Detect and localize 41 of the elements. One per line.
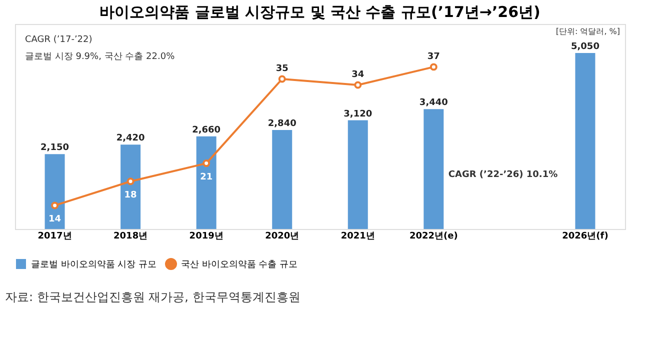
bar — [272, 130, 292, 229]
x-tick-label: 2019년 — [189, 232, 224, 242]
bar — [575, 53, 596, 229]
bar — [44, 154, 65, 229]
bar — [348, 120, 368, 229]
bar — [424, 109, 444, 229]
data-label: 5,050 — [570, 42, 600, 52]
x-tick-label: 2020년 — [265, 232, 300, 242]
data-label: 37 — [427, 52, 440, 62]
point — [430, 63, 438, 71]
legend-label: 글로벌 바이오의약품 시장 규모 — [31, 260, 157, 270]
data-label: 14 — [48, 214, 62, 224]
data-label: 3,440 — [419, 98, 448, 108]
text: [단위: 억달러, %] — [556, 27, 620, 36]
point — [51, 202, 59, 210]
data-label: 3,120 — [344, 109, 372, 120]
data-label: 2,150 — [40, 143, 70, 154]
data-label: 35 — [276, 64, 288, 74]
point — [126, 178, 134, 186]
x-tick-label: 2021년 — [340, 232, 375, 242]
x-tick-label: 2018년 — [114, 232, 148, 242]
x-tick-label: 2026년(f) — [562, 232, 608, 242]
text: 자료: 한국보건산업진흥원 재가공, 한국무역통계진흥원 — [5, 290, 300, 304]
text: CAGR (’17-’22) — [25, 35, 92, 45]
point — [278, 75, 286, 83]
point — [354, 81, 362, 89]
x-tick-label: 2022년(e) — [409, 232, 458, 242]
bar — [120, 144, 141, 229]
legend-label: 국산 바이오의약품 수출 규모 — [181, 260, 298, 270]
data-label: 18 — [124, 190, 137, 200]
point — [202, 160, 210, 168]
data-label: 2,420 — [116, 134, 145, 144]
annotation: 글로벌 시장 9.9%, 국산 수출 22.0% — [25, 52, 176, 62]
chart-title: 바이오의약품 글로벌 시장규모 및 국산 수출 규모(’17년→’26년) — [100, 3, 540, 21]
data-label: 21 — [200, 172, 213, 182]
data-label: 34 — [352, 70, 364, 80]
annotation: CAGR (’22-’26) 10.1% — [448, 170, 558, 180]
data-label: 2,840 — [268, 119, 296, 130]
data-label: 2,660 — [192, 125, 221, 136]
bar — [196, 136, 216, 229]
x-tick-label: 2017년 — [38, 232, 72, 242]
